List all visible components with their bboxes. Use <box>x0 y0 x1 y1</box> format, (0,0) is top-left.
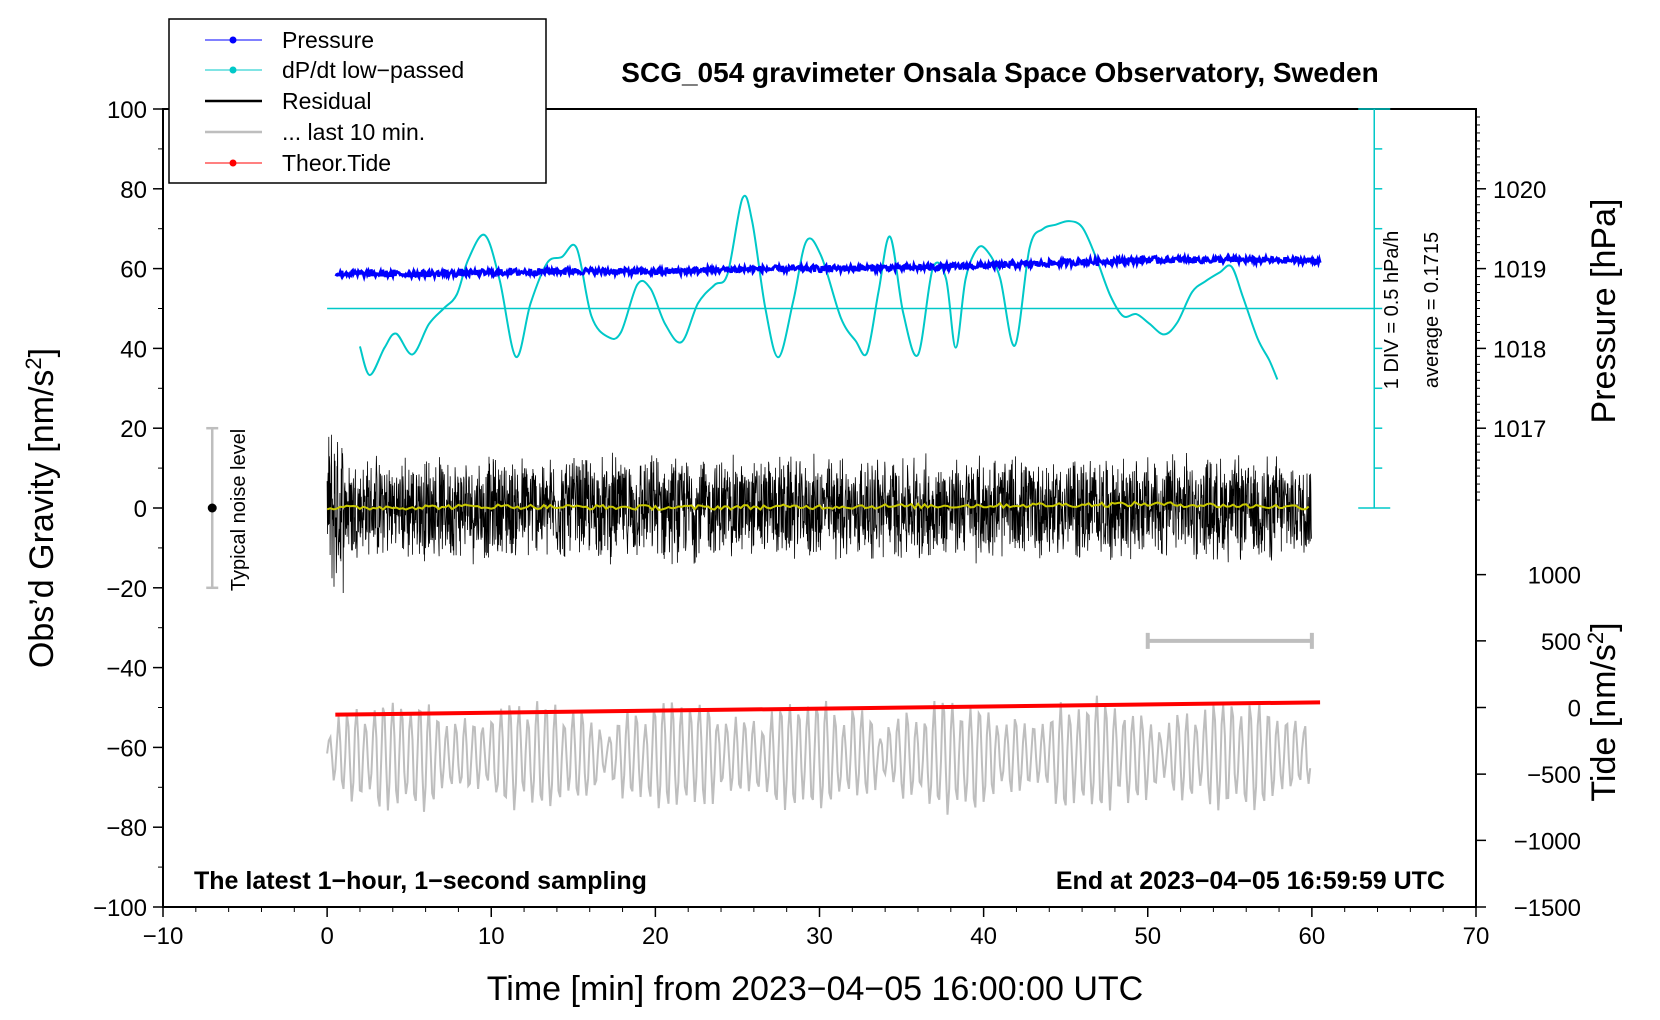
legend-label-residual: Residual <box>282 88 372 114</box>
y-tick-label: 100 <box>107 97 147 124</box>
legend-marker-pressure <box>229 36 237 44</box>
y-axis-label-main-sup: 2 <box>21 357 46 369</box>
y-axis-label-tide-sup: 2 <box>1583 632 1608 644</box>
pressure-tick-label: 1018 <box>1493 336 1546 363</box>
legend: Pressure dP/dt low−passed Residual ... l… <box>168 18 547 184</box>
y-axis-tide: 1000 500 0 −500 −1000 −1500 <box>1476 563 1581 922</box>
legend-label-dpdt: dP/dt low−passed <box>282 57 464 83</box>
series-pressure <box>334 251 1322 283</box>
pressure-tick-label: 1017 <box>1493 416 1546 443</box>
legend-label-tide: Theor.Tide <box>282 150 391 176</box>
y-axis-label-main-end: ] <box>23 348 61 357</box>
series-theor-tide <box>335 700 1321 717</box>
annotation-sampling: The latest 1−hour, 1−second sampling <box>194 867 647 895</box>
y-axis-label-main: Obs’d Gravity [nm/s2] <box>21 348 61 668</box>
y-tick-label: −100 <box>93 895 147 922</box>
x-axis: −10 0 10 20 30 40 50 60 70 <box>143 907 1490 950</box>
tide-tick-label: 1000 <box>1528 563 1581 590</box>
pressure-tick-label: 1020 <box>1493 177 1546 204</box>
y-tick-label: 20 <box>120 416 147 443</box>
pressure-tick-label: 1019 <box>1493 257 1546 284</box>
legend-marker-tide <box>229 159 237 167</box>
x-axis-label: Time [min] from 2023−04−05 16:00:00 UTC <box>487 970 1143 1008</box>
y-tick-label: −60 <box>106 735 147 762</box>
tide-tick-label: −1000 <box>1514 828 1581 855</box>
tide-tick-label: −1500 <box>1514 895 1581 922</box>
noise-level-label: Typical noise level <box>228 429 250 591</box>
scale-average-label: average = 0.1715 <box>1421 232 1443 388</box>
y-axis-label-pressure: Pressure [hPa] <box>1585 199 1623 424</box>
y-axis-label-tide-end: ] <box>1585 622 1623 631</box>
scale-div-label: 1 DIV = 0.5 hPa/h <box>1381 231 1403 389</box>
x-tick-label: 40 <box>970 923 997 950</box>
y-axis-label-tide-text: Tide [nm/s <box>1585 644 1623 801</box>
legend-label-last10: ... last 10 min. <box>282 119 425 145</box>
legend-marker-dpdt <box>229 66 237 74</box>
y-tick-label: 40 <box>120 336 147 363</box>
series-dpdt-low-passed <box>358 194 1279 380</box>
x-tick-label: 50 <box>1134 923 1161 950</box>
y-tick-label: −40 <box>106 656 147 683</box>
chart-title: SCG_054 gravimeter Onsala Space Observat… <box>621 57 1378 88</box>
series-residual-smoothed <box>326 500 1310 512</box>
series-residual <box>326 434 1312 594</box>
x-tick-label: 70 <box>1463 923 1490 950</box>
x-tick-label: −10 <box>143 923 184 950</box>
x-tick-label: 0 <box>320 923 333 950</box>
y-tick-label: −80 <box>106 815 147 842</box>
series-last-10-min <box>326 695 1312 815</box>
y-axis-pressure: 1020 1019 1018 1017 <box>1476 116 1546 501</box>
y-axis-label-main-text: Obs’d Gravity [nm/s <box>23 370 61 669</box>
legend-label-pressure: Pressure <box>282 27 374 53</box>
y-tick-label: 60 <box>120 257 147 284</box>
series-layer <box>206 108 1391 815</box>
x-tick-label: 20 <box>642 923 669 950</box>
y-tick-label: 0 <box>134 496 147 523</box>
y-axis-left: 100 80 60 40 20 0 −20 −40 −60 −80 −100 <box>93 97 163 922</box>
x-tick-label: 60 <box>1299 923 1326 950</box>
y-tick-label: 80 <box>120 177 147 204</box>
tide-tick-label: 0 <box>1568 696 1581 723</box>
y-tick-label: −20 <box>106 576 147 603</box>
y-axis-label-tide: Tide [nm/s2] <box>1583 622 1623 801</box>
x-tick-label: 30 <box>806 923 833 950</box>
x-tick-label: 10 <box>478 923 505 950</box>
tide-tick-label: 500 <box>1541 629 1581 656</box>
noise-level-marker <box>207 503 217 513</box>
tide-tick-label: −500 <box>1527 762 1581 789</box>
annotation-end-time: End at 2023−04−05 16:59:59 UTC <box>1056 867 1445 895</box>
